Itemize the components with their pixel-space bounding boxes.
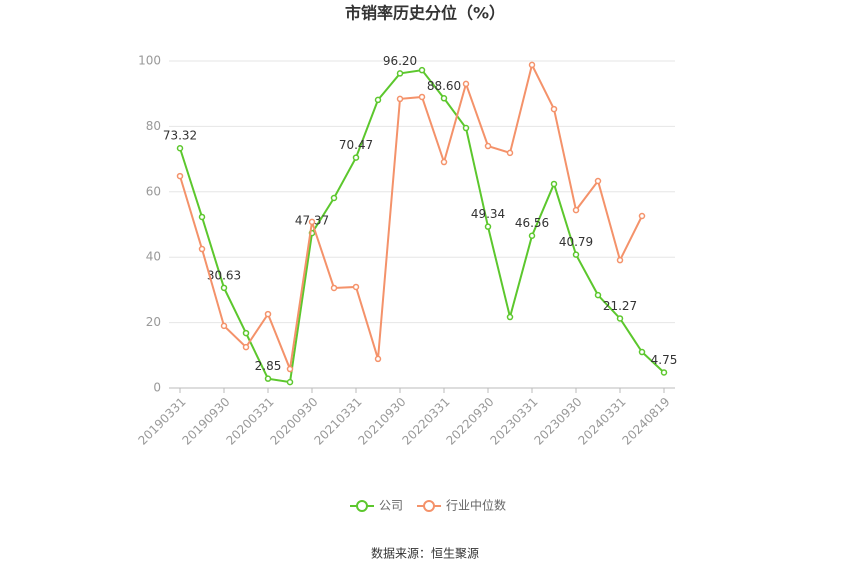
- data-point: [550, 180, 558, 188]
- data-point: [572, 206, 580, 214]
- data-point: [572, 251, 580, 258]
- chart-title: 市销率历史分位（%）: [345, 4, 505, 23]
- data-point: [506, 313, 514, 321]
- data-point: [352, 154, 360, 161]
- data-point: [198, 245, 206, 253]
- data-point: [440, 95, 448, 102]
- data-point: [440, 158, 448, 166]
- data-point: [616, 256, 624, 264]
- data-point: [594, 291, 602, 299]
- data-label: 30.63: [207, 268, 241, 282]
- data-point: [286, 365, 294, 373]
- data-point: [374, 355, 382, 363]
- data-point: [528, 232, 536, 239]
- series-line: [179, 69, 665, 384]
- y-tick-label: 20: [146, 315, 161, 329]
- data-point: [594, 177, 602, 185]
- data-point: [264, 375, 272, 382]
- data-point: [528, 61, 536, 69]
- data-point: [418, 66, 426, 74]
- data-point: [484, 142, 492, 150]
- legend-marker: [356, 500, 368, 512]
- data-point: [506, 149, 514, 157]
- y-tick-label: 40: [146, 250, 161, 264]
- legend-label: 公司: [379, 499, 403, 513]
- data-point: [462, 80, 470, 88]
- data-label: 46.56: [515, 216, 549, 230]
- data-point: [550, 105, 558, 113]
- data-label: 96.20: [383, 54, 417, 68]
- y-tick-label: 80: [146, 119, 161, 133]
- data-point: [484, 223, 492, 230]
- data-point: [616, 315, 624, 322]
- data-label: 49.34: [471, 207, 505, 221]
- data-point: [396, 95, 404, 103]
- data-point: [330, 194, 338, 202]
- y-tick-label: 60: [146, 184, 161, 198]
- data-label: 21.27: [603, 299, 637, 313]
- data-point: [286, 378, 294, 386]
- data-label: 2.85: [255, 359, 282, 373]
- data-point: [242, 343, 250, 351]
- series-line: [179, 62, 643, 373]
- data-point: [462, 124, 470, 132]
- y-tick-label: 100: [138, 54, 161, 68]
- data-point: [330, 284, 338, 292]
- legend-marker: [423, 500, 436, 512]
- data-label: 88.60: [427, 79, 461, 93]
- data-label: 4.75: [651, 353, 678, 367]
- data-point: [176, 172, 184, 180]
- data-point: [660, 369, 668, 376]
- data-point: [638, 348, 646, 356]
- data-point: [418, 93, 426, 101]
- source: 数据来源：恒生聚源: [371, 546, 479, 561]
- data-point: [220, 284, 228, 292]
- data-point: [220, 322, 228, 330]
- data-point: [396, 70, 404, 77]
- y-tick-label: 0: [153, 381, 161, 395]
- data-label: 70.47: [339, 138, 373, 152]
- data-label: 40.79: [559, 235, 593, 249]
- legend-label: 行业中位数: [446, 498, 506, 513]
- data-point: [638, 212, 646, 220]
- data-point: [198, 213, 206, 221]
- data-point: [352, 283, 360, 291]
- data-point: [264, 310, 272, 318]
- x-tick-label: 20240819: [620, 395, 673, 448]
- data-point: [176, 144, 184, 152]
- data-point: [242, 329, 250, 337]
- data-label: 73.32: [163, 129, 197, 143]
- data-point: [374, 96, 382, 104]
- data-point: [308, 218, 316, 226]
